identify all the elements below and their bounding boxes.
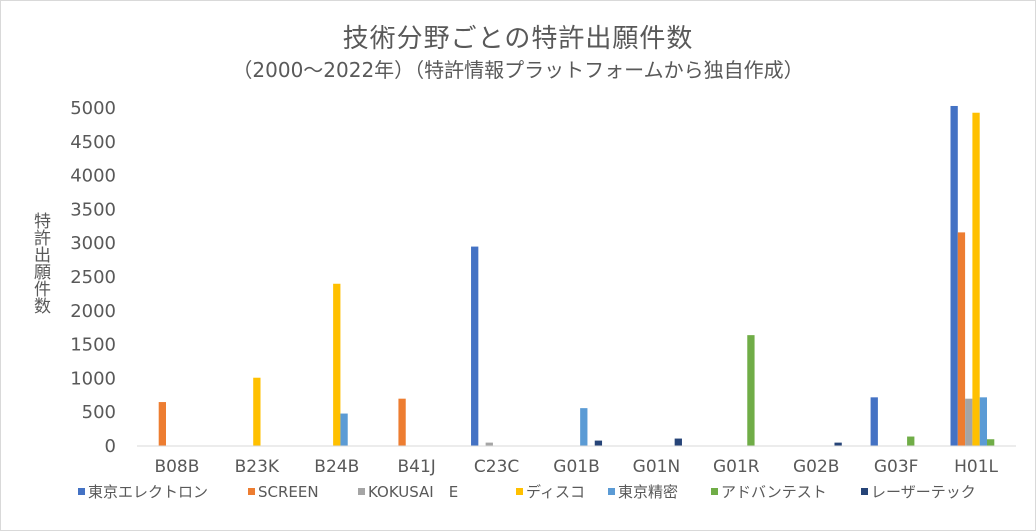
x-tick-label: B41J — [398, 457, 436, 477]
x-tick-label: G01B — [553, 457, 599, 477]
bar — [834, 442, 842, 446]
bar — [485, 442, 493, 446]
x-tick-label: B24B — [314, 457, 359, 477]
bar — [987, 439, 995, 446]
legend-swatch — [78, 488, 85, 495]
y-axis-label: 特許出願件数 — [30, 212, 50, 314]
x-axis-categories: B08B B23K B24B B41J C23C G01B G01N G01R G02B G03F… — [154, 457, 998, 477]
bar — [950, 105, 958, 446]
x-tick-label: G02B — [793, 457, 839, 477]
bar — [398, 398, 406, 446]
y-tick-label: 4000 — [70, 166, 116, 187]
y-tick-label: 2000 — [70, 301, 116, 322]
legend-swatch — [711, 488, 718, 495]
y-tick-label: 4500 — [70, 132, 116, 153]
x-tick-label: B23K — [235, 457, 280, 477]
bar — [580, 408, 588, 446]
legend-swatch — [861, 488, 868, 495]
bar — [972, 112, 980, 446]
x-tick-label: C23C — [474, 457, 519, 477]
y-axis-ticks: 0 500 1000 1500 2000 2500 3000 3500 4000 4500 5000 — [70, 98, 116, 457]
chart-subtitle: （2000～2022年）（特許情報プラットフォームから独自作成） — [232, 58, 804, 82]
bar — [747, 335, 755, 446]
x-tick-label: G01R — [713, 457, 760, 477]
y-tick-label: 5000 — [70, 98, 116, 119]
y-tick-label: 1500 — [70, 335, 116, 356]
y-tick-label: 0 — [105, 436, 116, 457]
bar — [594, 440, 603, 446]
legend-label: レーザーテック — [871, 483, 976, 501]
bar — [674, 438, 682, 446]
y-tick-label: 1000 — [70, 368, 116, 389]
bar — [979, 397, 987, 446]
bar — [471, 246, 479, 446]
x-tick-label: G03F — [874, 457, 919, 477]
bar — [907, 436, 915, 446]
bar — [957, 232, 966, 446]
legend-label: 東京精密 — [618, 483, 678, 501]
legend-swatch — [516, 488, 523, 495]
bar — [870, 397, 878, 446]
y-tick-label: 3500 — [70, 199, 116, 220]
bar — [158, 402, 166, 446]
legend-label: SCREEN — [258, 483, 319, 501]
bars — [158, 105, 995, 446]
bar — [965, 398, 973, 446]
legend-label: 東京エレクトロン — [88, 483, 208, 501]
x-tick-label: H01L — [954, 457, 998, 477]
legend-swatch — [608, 488, 615, 495]
bar — [340, 413, 348, 446]
legend-swatch — [358, 488, 365, 495]
legend: 東京エレクトロン SCREEN KOKUSAI E ディスコ 東京精密 アドバンテスト レー… — [78, 483, 976, 501]
bar — [333, 283, 341, 446]
x-tick-label: G01N — [633, 457, 681, 477]
legend-swatch — [248, 488, 255, 495]
legend-label: ディスコ — [526, 483, 585, 501]
y-tick-label: 500 — [82, 402, 116, 423]
bar — [253, 377, 261, 446]
y-tick-label: 3000 — [70, 233, 116, 254]
legend-label: アドバンテスト — [721, 483, 827, 501]
y-tick-label: 2500 — [70, 267, 116, 288]
x-tick-label: B08B — [154, 457, 199, 477]
chart-title: 技術分野ごとの特許出願件数 — [342, 24, 694, 54]
legend-label: KOKUSAI E — [368, 483, 458, 501]
